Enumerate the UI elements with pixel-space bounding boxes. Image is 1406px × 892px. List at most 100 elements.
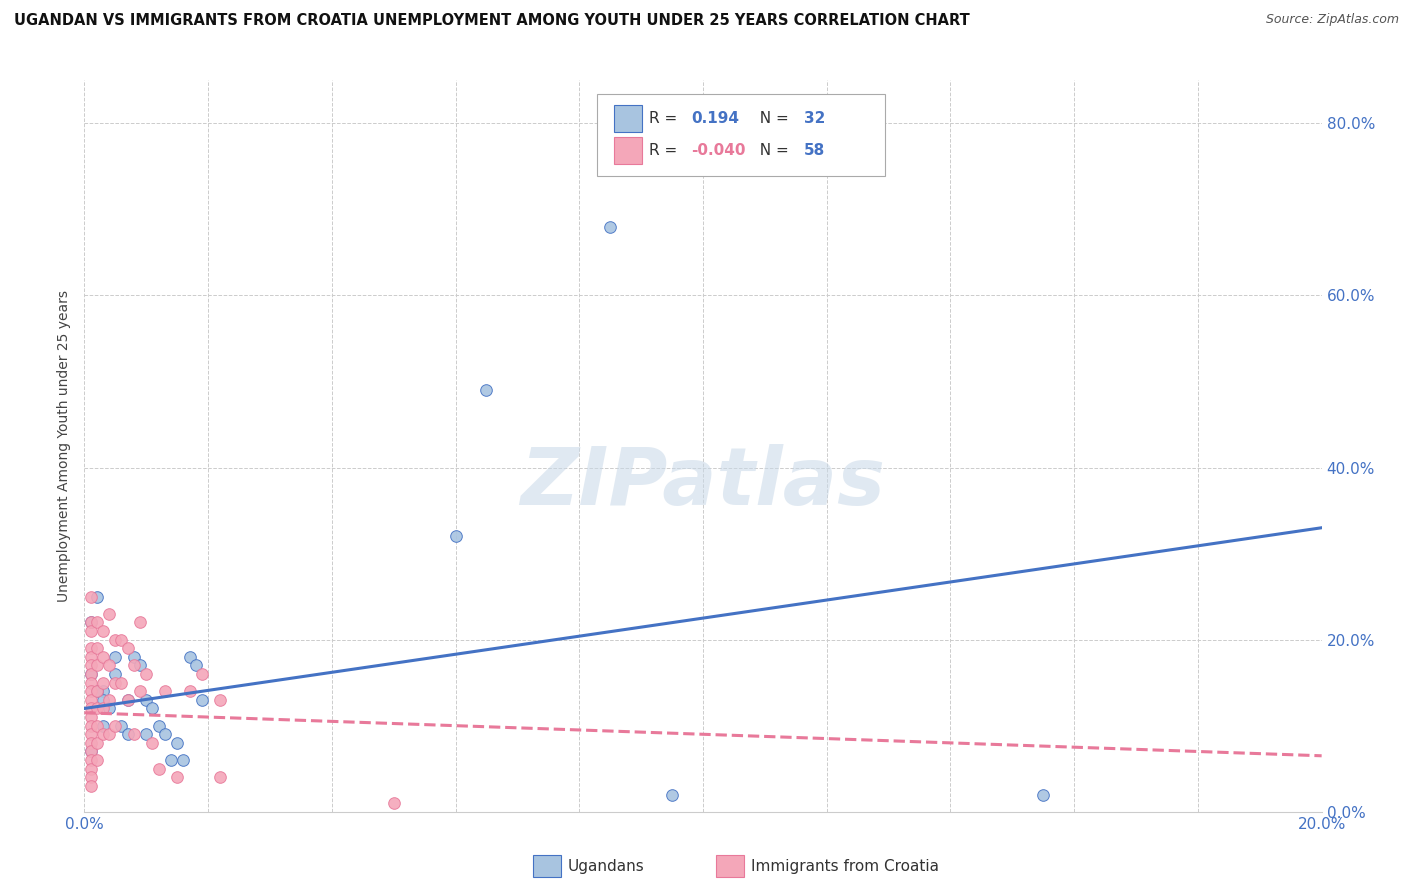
Point: [129, 615, 152, 630]
Point: [86, 701, 108, 715]
Point: [79, 667, 101, 681]
Text: Immigrants from Croatia: Immigrants from Croatia: [751, 859, 939, 873]
Point: [166, 736, 188, 750]
Point: [79, 719, 101, 733]
Point: [117, 693, 139, 707]
Point: [86, 615, 108, 630]
Point: [79, 736, 101, 750]
Point: [79, 649, 101, 664]
Point: [117, 641, 139, 656]
Text: N =: N =: [751, 143, 794, 158]
Point: [98, 727, 121, 741]
Point: [104, 649, 127, 664]
Point: [86, 684, 108, 698]
Point: [91, 719, 114, 733]
Text: 0.194: 0.194: [692, 111, 740, 126]
Point: [661, 788, 683, 802]
Text: ZIPatlas: ZIPatlas: [520, 443, 886, 522]
Point: [86, 641, 108, 656]
Text: Ugandans: Ugandans: [568, 859, 645, 873]
Point: [79, 615, 101, 630]
Point: [86, 736, 108, 750]
Point: [382, 796, 405, 810]
Point: [122, 649, 145, 664]
Point: [166, 770, 188, 784]
Point: [153, 684, 176, 698]
Point: [444, 529, 467, 543]
Point: [148, 762, 170, 776]
Text: 58: 58: [804, 143, 825, 158]
Point: [129, 684, 152, 698]
Point: [79, 770, 101, 784]
Point: [135, 727, 157, 741]
Point: [79, 727, 101, 741]
Point: [91, 675, 114, 690]
Point: [135, 667, 157, 681]
Text: 32: 32: [804, 111, 825, 126]
Point: [91, 693, 114, 707]
Point: [79, 762, 101, 776]
Point: [135, 693, 157, 707]
Text: -0.040: -0.040: [692, 143, 745, 158]
Point: [129, 658, 152, 673]
Point: [79, 710, 101, 724]
Point: [191, 667, 214, 681]
Point: [104, 632, 127, 647]
Text: N =: N =: [751, 111, 794, 126]
Point: [79, 624, 101, 638]
Point: [86, 684, 108, 698]
Point: [79, 615, 101, 630]
Y-axis label: Unemployment Among Youth under 25 years: Unemployment Among Youth under 25 years: [58, 290, 72, 602]
Point: [153, 727, 176, 741]
Point: [86, 719, 108, 733]
Point: [79, 675, 101, 690]
Point: [86, 658, 108, 673]
Point: [79, 667, 101, 681]
Point: [209, 693, 232, 707]
Point: [104, 675, 127, 690]
Point: [122, 658, 145, 673]
Point: [91, 701, 114, 715]
Point: [104, 667, 127, 681]
Point: [117, 693, 139, 707]
Point: [86, 590, 108, 604]
Point: [79, 779, 101, 793]
Point: [599, 219, 621, 234]
Point: [91, 684, 114, 698]
Point: [179, 684, 201, 698]
Point: [98, 607, 121, 621]
Point: [91, 649, 114, 664]
Point: [79, 641, 101, 656]
Point: [98, 693, 121, 707]
Point: [1032, 788, 1054, 802]
Point: [110, 675, 132, 690]
Point: [98, 701, 121, 715]
Point: [141, 701, 163, 715]
Text: R =: R =: [650, 111, 682, 126]
Text: R =: R =: [650, 143, 682, 158]
Point: [79, 753, 101, 767]
Point: [79, 693, 101, 707]
Text: UGANDAN VS IMMIGRANTS FROM CROATIA UNEMPLOYMENT AMONG YOUTH UNDER 25 YEARS CORRE: UGANDAN VS IMMIGRANTS FROM CROATIA UNEMP…: [14, 13, 970, 29]
Point: [110, 632, 132, 647]
Point: [184, 658, 207, 673]
Point: [79, 744, 101, 758]
Point: [110, 719, 132, 733]
Point: [141, 736, 163, 750]
Point: [122, 727, 145, 741]
Point: [79, 684, 101, 698]
Point: [79, 701, 101, 715]
Point: [117, 727, 139, 741]
Point: [79, 744, 101, 758]
Point: [91, 727, 114, 741]
Point: [179, 649, 201, 664]
Text: Source: ZipAtlas.com: Source: ZipAtlas.com: [1265, 13, 1399, 27]
Point: [148, 719, 170, 733]
Point: [104, 719, 127, 733]
Point: [86, 753, 108, 767]
Point: [172, 753, 194, 767]
Point: [209, 770, 232, 784]
Point: [79, 590, 101, 604]
Point: [160, 753, 183, 767]
Point: [98, 658, 121, 673]
